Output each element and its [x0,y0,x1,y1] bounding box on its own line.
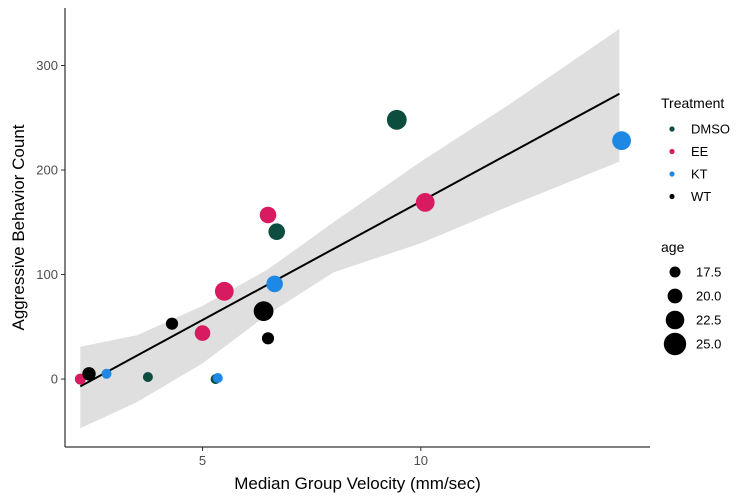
legend-age-key [665,310,685,330]
legend-treatment-label: DMSO [691,122,730,137]
legend-age-label: 20.0 [696,289,721,304]
confidence-band [80,28,620,429]
legend-age-label: 17.5 [696,265,721,280]
legend-treatment-key [669,148,675,155]
legend-age-key [669,266,681,278]
legend-age-key [663,332,687,356]
data-point [386,109,407,130]
legend-treatment-label: EE [691,144,709,159]
data-point [612,131,631,151]
y-tick-label: 200 [36,163,58,178]
legend-treatment: Treatment DMSO EE KT WT [661,95,730,204]
data-point [82,367,96,381]
y-tick-label: 100 [36,267,58,282]
legend-treatment-label: WT [691,189,711,204]
data-point [101,368,112,379]
y-tick-label: 300 [36,58,58,73]
y-axis-title: Aggressive Behavior Count [9,124,28,330]
x-tick-label: 5 [199,453,206,468]
legend-age-key [667,288,683,304]
legend-age-label: 25.0 [696,337,721,352]
legend-age: age 17.5 20.0 22.5 25.0 [661,239,721,356]
data-point [259,206,277,224]
data-point [214,281,234,301]
trend-line-layer [79,92,620,388]
data-point [266,275,283,293]
data-point [261,332,275,345]
data-point [194,325,211,341]
data-point [268,223,286,240]
legend-treatment-label: KT [691,167,708,182]
trend-line [79,92,620,388]
ticks-layer: 0 100 200 300 5 10 [36,58,428,468]
points-layer [74,109,631,385]
y-tick-label: 0 [51,372,58,387]
legend-age-title: age [661,239,685,255]
data-point [142,372,153,382]
legend-age-label: 22.5 [696,313,721,328]
legend-treatment-key [669,126,675,132]
legend-treatment-key [669,193,675,200]
data-point [212,373,223,383]
x-tick-label: 10 [414,453,428,468]
legend-treatment-key [669,171,675,177]
data-point [165,317,179,330]
legend-treatment-title: Treatment [661,95,724,111]
x-axis-title: Median Group Velocity (mm/sec) [234,474,481,493]
axes-layer [64,8,650,448]
data-point [253,301,274,321]
data-point [415,193,435,212]
confidence-band-layer [80,28,620,429]
